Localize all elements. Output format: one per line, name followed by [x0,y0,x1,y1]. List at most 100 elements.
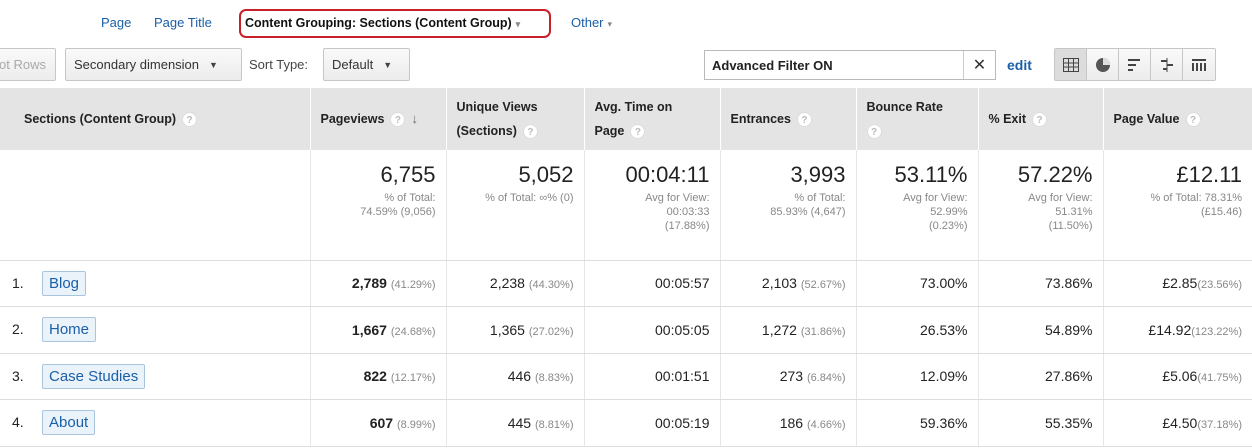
total-sub: (0.23%) [928,220,968,232]
secondary-dimension-label: Secondary dimension [74,57,200,72]
total-value: 5,052 [518,162,574,187]
pivot-view-icon[interactable] [1183,49,1215,80]
row-avg-time: 00:05:19 [583,399,720,447]
row-unique-value: 446 [507,368,532,385]
row-exit-value: 73.86% [1045,275,1093,292]
row-dimension-cell: 4. About [0,399,310,447]
help-icon[interactable]: ? [796,112,812,128]
sort-type-value: Default [332,57,374,72]
row-pageviews-value: 607 [369,414,394,431]
row-section-link[interactable]: Case Studies [42,363,146,389]
total-sub: (17.88%) [664,220,710,232]
total-value: 53.11% [894,162,968,187]
comparison-view-icon[interactable] [1151,49,1183,80]
header-avg-time[interactable]: Avg. Time on Page? [583,88,720,150]
row-section-link[interactable]: Blog [42,270,87,296]
row-exit-value: 55.35% [1045,414,1093,431]
table-header-row: Sections (Content Group)? Pageviews? ↓ Un… [0,88,1252,150]
header-avg-time-label-1: Avg. Time on [594,100,673,114]
row-exit: 73.86% [977,260,1103,307]
totals-entrances: 3,993 % of Total: 85.93% (4,647) [719,150,856,261]
dimension-other-label: Other [571,15,604,30]
plot-rows-button[interactable]: ot Rows [0,48,56,81]
advanced-filter-text: Advanced Filter ON [712,57,833,73]
row-entrances-value: 186 [779,414,804,431]
row-pageviews: 2,789 (41.29%) [309,260,446,307]
dimension-page-link[interactable]: Page [101,15,132,30]
table-row: 3. Case Studies 822 (12.17%) 446 (8.83%) 00:… [0,353,1252,400]
secondary-dimension-dropdown[interactable]: Secondary dimension ▼ [65,48,242,81]
header-unique-views-label-1: Unique Views [456,100,538,114]
dimension-other-dropdown[interactable]: Other ▾ [571,15,612,30]
performance-view-icon[interactable] [1119,49,1151,80]
total-sub: 52.99% [930,206,968,218]
header-exit-label: % Exit [988,112,1027,126]
row-section-link[interactable]: About [42,410,96,436]
total-sub: (11.50%) [1048,220,1093,232]
header-pageviews[interactable]: Pageviews? ↓ [309,88,446,150]
row-page-value-value: £5.06 [1162,368,1198,385]
help-icon[interactable]: ? [390,112,406,128]
view-switcher [1054,48,1216,81]
help-icon[interactable]: ? [630,124,646,140]
total-value: 6,755 [380,162,436,187]
sort-descending-icon: ↓ [411,111,418,126]
chevron-down-icon: ▾ [607,19,613,29]
advanced-filter-field[interactable]: Advanced Filter ON ✕ [704,50,996,80]
header-sections-label: Sections (Content Group) [24,112,177,126]
total-sub: % of Total: ∞% (0) [485,192,574,204]
table-toolbar: ot Rows Secondary dimension ▼ Sort Type: … [0,46,1252,86]
row-bounce-value: 26.53% [920,321,968,338]
help-icon[interactable]: ? [866,124,882,140]
row-pageviews-value: 1,667 [351,321,387,338]
pie-view-icon[interactable] [1087,49,1119,80]
highlight-outline [239,9,551,38]
header-sections[interactable]: Sections (Content Group)? [0,88,310,150]
table-view-icon[interactable] [1055,49,1087,80]
row-pageviews-pct: (8.99%) [396,418,436,431]
totals-page-value: £12.11 % of Total: 78.31% (£15.46) [1102,150,1252,261]
row-page-value: £14.92(123.22%) [1102,306,1252,354]
row-bounce-value: 73.00% [920,275,968,292]
row-unique-value: 2,238 [489,275,525,292]
sort-type-dropdown[interactable]: Default ▼ [323,48,410,81]
edit-filter-link[interactable]: edit [1007,57,1032,73]
chevron-down-icon: ▼ [383,59,393,70]
totals-empty-cell [0,150,310,261]
row-entrances: 2,103 (52.67%) [719,260,856,307]
row-avg-time: 00:05:57 [583,260,720,307]
row-unique-pct: (8.83%) [534,372,574,385]
table-row: 1. Blog 2,789 (41.29%) 2,238 (44.30%) 00:05:… [0,260,1252,307]
row-entrances-value: 273 [779,368,804,385]
primary-dimension-bar: Page Page Title Content Grouping: Sectio… [0,0,1252,46]
row-unique-views: 2,238 (44.30%) [445,260,584,307]
row-section-link[interactable]: Home [42,317,97,343]
row-page-value-pct: (123.22%) [1191,325,1242,338]
dimension-page-title-link[interactable]: Page Title [154,15,212,30]
row-page-value: £5.06(41.75%) [1102,353,1252,400]
row-unique-pct: (27.02%) [528,325,574,338]
header-unique-views-label-2: (Sections) [456,124,517,138]
row-entrances: 273 (6.84%) [719,353,856,400]
row-entrances-pct: (31.86%) [800,325,846,338]
row-avg-time-value: 00:05:19 [655,414,710,431]
header-page-value[interactable]: Page Value? [1102,88,1252,150]
header-page-value-label: Page Value [1113,112,1180,126]
header-unique-views[interactable]: Unique Views (Sections)? [445,88,584,150]
row-exit: 27.86% [977,353,1103,400]
header-entrances[interactable]: Entrances? [719,88,856,150]
help-icon[interactable]: ? [182,112,198,128]
clear-filter-icon[interactable]: ✕ [963,51,995,79]
totals-exit: 57.22% Avg for View: 51.31% (11.50%) [977,150,1103,261]
help-icon[interactable]: ? [522,124,538,140]
row-unique-views: 446 (8.83%) [445,353,584,400]
help-icon[interactable]: ? [1185,112,1201,128]
header-bounce-rate[interactable]: Bounce Rate? [855,88,978,150]
header-bounce-rate-label: Bounce Rate [866,100,943,114]
header-exit[interactable]: % Exit? [977,88,1103,150]
help-icon[interactable]: ? [1032,112,1048,128]
row-exit-value: 54.89% [1045,321,1093,338]
header-entrances-label: Entrances [730,112,791,126]
dimension-content-grouping[interactable]: Content Grouping: Sections (Content Grou… [245,16,520,30]
row-bounce-value: 59.36% [920,414,968,431]
